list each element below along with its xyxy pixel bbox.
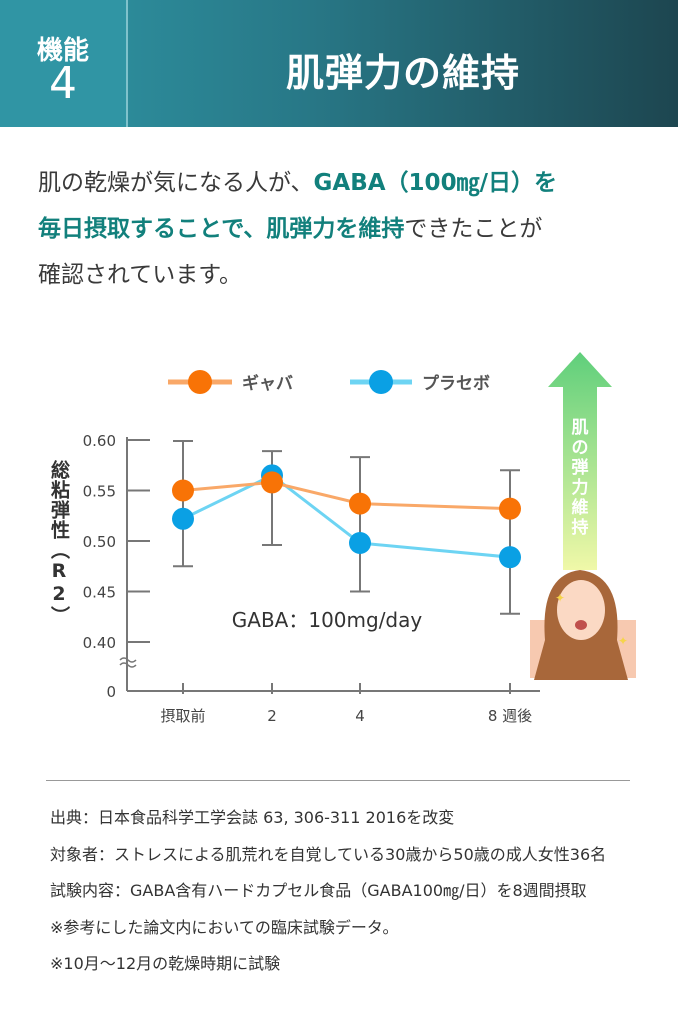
y-tick-label: 0.60 — [83, 432, 116, 450]
note-method: 試験内容：GABA含有ハードカプセル食品（GABA100㎎/日）を8週間摂取 — [50, 881, 587, 900]
lead-highlight: GABA（100㎎/日）を — [313, 170, 557, 196]
lead-highlight: 毎日摂取することで、肌弾力を維持 — [38, 216, 405, 242]
y-tick-label: 0 — [106, 683, 116, 701]
arrow-up-icon — [548, 352, 612, 570]
divider — [46, 780, 630, 781]
note-period: ※10月～12月の乾燥時期に試験 — [50, 954, 281, 973]
x-tick-label: 摂取前 — [160, 707, 205, 725]
x-tick-label: 4 — [355, 707, 365, 725]
y-axis-label: 総粘弾性（R2） — [48, 460, 70, 626]
x-tick-label: 8 週後 — [488, 707, 532, 725]
legend-placebo-label: プラセボ — [422, 373, 490, 394]
data-point-gaba — [499, 497, 521, 520]
axis-break-icon — [119, 657, 137, 668]
series-line-gaba — [182, 480, 511, 511]
lead-text: 肌の乾燥が気になる人が、GABA（100㎎/日）を 毎日摂取することで、肌弾力を… — [38, 160, 658, 298]
woman-mouth — [575, 620, 587, 630]
header-banner: 機能 4 肌弾力の維持 — [0, 0, 678, 127]
data-point-placebo — [349, 532, 371, 555]
sparkle-icon: ✦ — [618, 634, 628, 648]
data-point-gaba — [261, 471, 283, 494]
page-title: 肌弾力の維持 — [285, 51, 520, 95]
elasticity-arrow: 肌の弾力維持 — [548, 352, 612, 570]
feature-badge: 機能 4 — [0, 0, 128, 127]
data-point-placebo — [172, 507, 194, 530]
source-notes: 出典：日本食品科学工学会誌 63, 306-311 2016を改変 対象者：スト… — [50, 804, 606, 987]
feature-badge-label: 機能 — [36, 36, 89, 66]
x-tick-label: 2 — [267, 707, 277, 725]
note-subjects: 対象者：ストレスによる肌荒れを自覚している30歳から50歳の成人女性36名 — [50, 844, 607, 864]
data-point-gaba — [172, 479, 194, 502]
lead-text-part: できたことが — [404, 216, 543, 242]
note-source: 出典：日本食品科学工学会誌 63, 306-311 2016を改変 — [50, 808, 455, 827]
y-tick-label: 0.45 — [83, 584, 116, 602]
plot-area: 0.60 0.55 0.50 0.45 0.40 0 摂取前 2 4 8 週後 — [83, 432, 540, 725]
woman-illustration: ✦ ✦ — [530, 570, 636, 680]
woman-face — [557, 580, 605, 640]
legend-gaba-marker — [188, 370, 212, 394]
dose-annotation: GABA：100mg/day — [232, 608, 423, 632]
chart: ギャバ プラセボ 肌の弾力維持 ✦ ✦ 0.60 0.55 0.50 0.45 0.40… — [83, 352, 636, 725]
arrow-label: 肌の弾力維持 — [572, 418, 589, 538]
data-point-placebo — [499, 546, 521, 569]
y-tick-label: 0.40 — [83, 634, 116, 652]
note-reference: ※参考にした論文内においての臨床試験データ。 — [50, 917, 399, 937]
series-line-placebo — [182, 473, 511, 559]
y-tick-label: 0.55 — [83, 483, 116, 501]
lead-text-part: 確認されています。 — [38, 262, 243, 288]
feature-badge-number: 4 — [49, 58, 77, 109]
data-point-gaba — [349, 492, 371, 515]
y-tick-label: 0.50 — [83, 533, 116, 551]
legend-gaba-label: ギャバ — [242, 374, 293, 394]
legend: ギャバ プラセボ — [168, 370, 490, 394]
sparkle-icon: ✦ — [555, 591, 565, 605]
lead-text-part: 肌の乾燥が気になる人が、 — [38, 170, 314, 196]
legend-placebo-marker — [369, 370, 393, 394]
